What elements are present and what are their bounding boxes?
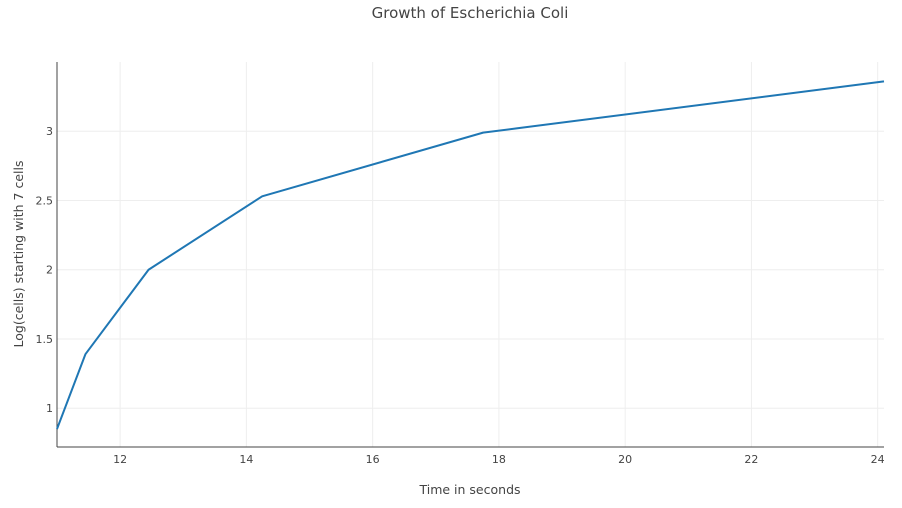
x-tick-label: 12 bbox=[113, 453, 127, 466]
x-tick-label: 20 bbox=[618, 453, 632, 466]
y-grid-lines bbox=[57, 130, 884, 409]
y-axis-label: Log(cells) starting with 7 cells bbox=[11, 161, 26, 348]
x-axis-label: Time in seconds bbox=[418, 482, 520, 497]
y-tick-label: 2 bbox=[46, 264, 53, 277]
y-tick-label: 1 bbox=[46, 402, 53, 415]
series-line bbox=[56, 80, 885, 430]
x-tick-labels: 12 14 16 18 20 22 24 bbox=[113, 453, 885, 466]
series-group bbox=[56, 80, 885, 430]
x-tick-label: 18 bbox=[492, 453, 506, 466]
x-tick-label: 16 bbox=[366, 453, 380, 466]
x-tick-label: 24 bbox=[871, 453, 885, 466]
y-tick-label: 2.5 bbox=[36, 194, 54, 207]
y-tick-labels: 1 1.5 2 2.5 3 bbox=[36, 125, 54, 415]
x-tick-label: 14 bbox=[239, 453, 253, 466]
x-tick-label: 22 bbox=[744, 453, 758, 466]
y-tick-label: 3 bbox=[46, 125, 53, 138]
chart-title: Growth of Escherichia Coli bbox=[372, 4, 569, 22]
x-grid-lines bbox=[119, 62, 879, 447]
y-tick-label: 1.5 bbox=[36, 333, 54, 346]
